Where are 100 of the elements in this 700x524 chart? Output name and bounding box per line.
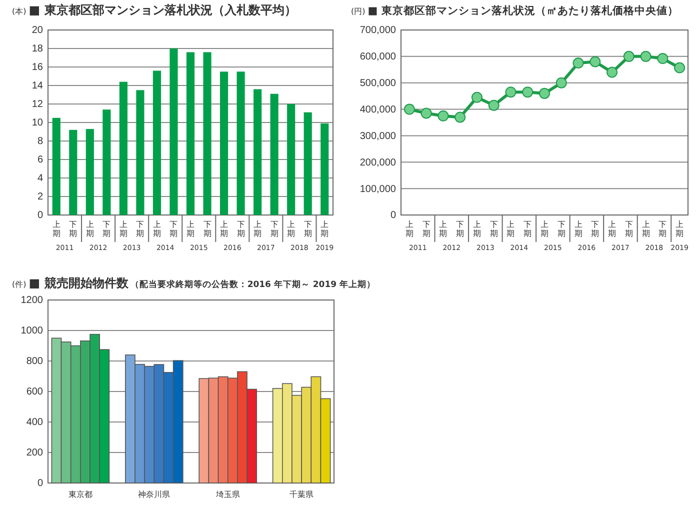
x-tick-label: 下期: [456, 220, 464, 238]
chart-title: ■ 東京都区部マンション落札状況（㎡あたり落札価格中央値）: [368, 4, 678, 17]
x-tick-label: 上期: [220, 220, 228, 238]
x-tick-label: 千葉県: [290, 490, 314, 499]
y-tick-label: 0: [37, 478, 44, 490]
chart-title: ■ 競売開始物件数: [28, 276, 130, 290]
bar: [270, 94, 278, 215]
y-axis-title: (円): [351, 7, 368, 16]
x-tick-label: 下期: [69, 220, 78, 238]
chart-subtitle: （配当要求終期等の公告数：2016 年下期～ 2019 年上期）: [130, 279, 376, 290]
bar: [304, 112, 312, 215]
x-tick-label: 下期: [270, 220, 278, 238]
bar: [254, 89, 262, 215]
point: [505, 86, 516, 98]
point: [657, 53, 668, 64]
y-tick-label: 14: [32, 80, 44, 92]
x-tick-label: 上期: [320, 220, 329, 238]
bar: [287, 104, 296, 215]
bar: [236, 72, 245, 215]
bar: [102, 110, 111, 215]
x-tick-label: 下期: [591, 220, 600, 238]
x-tick-label: 上期: [119, 220, 128, 238]
x-tick-label: 下期: [490, 220, 498, 238]
x-tick-label: 下期: [102, 220, 111, 238]
y-tick-label: 800: [26, 356, 44, 368]
point: [471, 92, 482, 103]
x-tick-label: 上期: [405, 220, 414, 238]
y-tick-label: 12: [32, 99, 44, 110]
y-tick-label: 8: [37, 136, 44, 148]
bar: [186, 52, 195, 215]
x-tick-label: 下期: [557, 220, 566, 238]
point: [539, 88, 550, 99]
x-tick-label: 上期: [574, 220, 582, 238]
x-tick-label: 神奈川県: [138, 490, 170, 499]
y-tick-label: 700,000: [360, 25, 396, 36]
x-tick-label: 上期: [86, 220, 94, 238]
y-tick-label: 600: [26, 386, 44, 398]
x-tick-label: 上期: [439, 220, 448, 238]
x-tick-label: 下期: [236, 220, 245, 238]
y-tick-label: 18: [32, 44, 44, 55]
y-tick-label: 1000: [20, 326, 44, 337]
y-tick-label: 1200: [20, 295, 44, 306]
x-tick-label: 上期: [52, 220, 60, 238]
y-tick-label: 400,000: [360, 104, 396, 116]
point: [556, 77, 567, 88]
x-tick-label: 上期: [472, 220, 481, 238]
y-tick-label: 200: [26, 448, 44, 459]
y-tick-label: 200,000: [360, 157, 396, 168]
point: [674, 62, 686, 74]
x-tick-label: 下期: [203, 220, 212, 238]
bar: [220, 72, 228, 215]
y-tick-label: 300,000: [360, 130, 396, 142]
point: [590, 56, 601, 68]
bar: [152, 70, 162, 215]
point: [522, 86, 534, 98]
point: [623, 50, 634, 62]
bar: [52, 118, 60, 215]
y-axis-title: (本): [12, 7, 29, 16]
y-tick-label: 600,000: [360, 52, 396, 63]
x-tick-label: 下期: [170, 220, 178, 238]
y-tick-label: 400: [26, 417, 44, 428]
y-tick-label: 0: [390, 210, 396, 222]
y-axis-title: (件): [12, 280, 29, 289]
point: [404, 104, 415, 115]
bar: [136, 90, 144, 215]
bar: [119, 82, 128, 215]
y-tick-label: 10: [32, 118, 44, 129]
bar: [320, 123, 329, 215]
y-tick-label: 20: [32, 25, 44, 36]
y-tick-label: 6: [37, 154, 44, 166]
bar: [203, 52, 212, 215]
point: [488, 100, 500, 111]
point: [640, 50, 652, 62]
x-tick-label: 上期: [540, 220, 548, 238]
point: [420, 108, 432, 119]
x-tick-label: 下期: [658, 220, 667, 238]
x-tick-label: 上期: [608, 220, 616, 238]
x-tick-label: 上期: [254, 220, 262, 238]
point: [606, 66, 618, 78]
x-tick-label: 上期: [287, 220, 296, 238]
x-tick-label: 上期: [642, 220, 650, 238]
bar: [170, 48, 178, 215]
x-tick-label: 下期: [422, 220, 430, 238]
bar: [86, 128, 94, 215]
x-tick-label: 東京都: [68, 490, 92, 499]
y-tick-label: 4: [37, 173, 44, 184]
x-tick-label: 上期: [676, 220, 684, 238]
chart-title: ■ 東京都区部マンション落札状況（入札数平均）: [28, 3, 296, 17]
point: [454, 112, 466, 123]
y-tick-label: 0: [37, 210, 44, 222]
x-tick-label: 下期: [136, 220, 144, 238]
point: [572, 58, 584, 69]
x-tick-label: 下期: [624, 220, 633, 238]
y-tick-label: 500,000: [360, 78, 396, 90]
x-tick-label: 埼玉県: [214, 490, 240, 499]
y-tick-label: 16: [32, 62, 44, 74]
x-tick-label: 下期: [524, 220, 532, 238]
x-tick-label: 上期: [506, 220, 515, 238]
point: [438, 110, 449, 122]
y-tick-label: 100,000: [360, 184, 396, 195]
